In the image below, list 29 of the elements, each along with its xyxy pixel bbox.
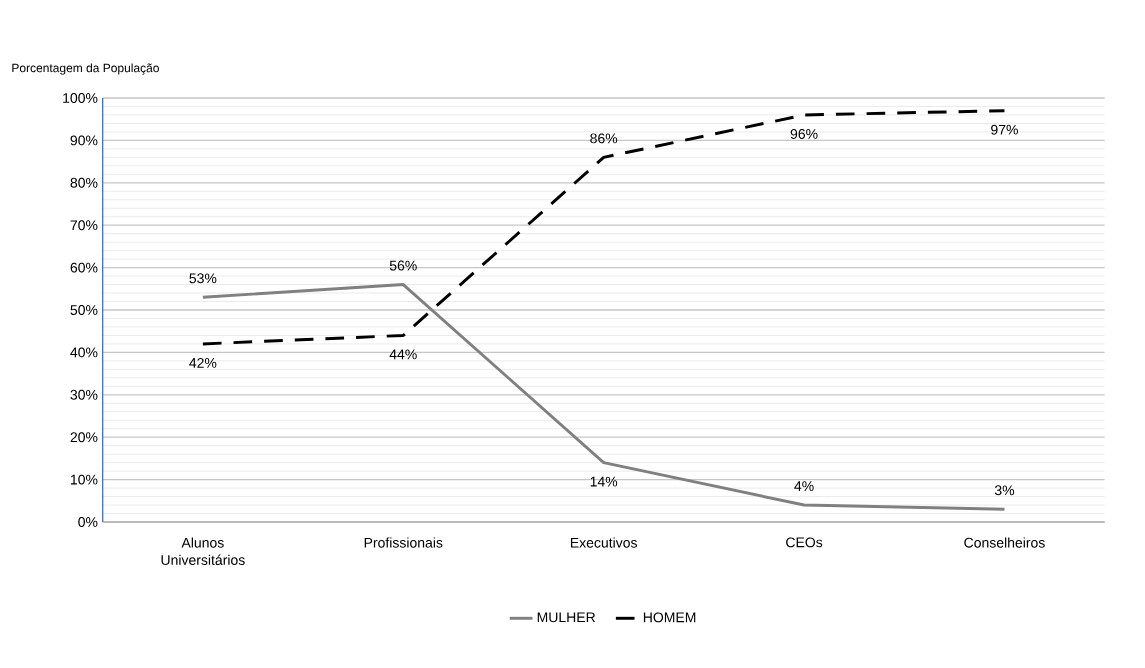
- y-tick-label: 10%: [71, 474, 98, 485]
- x-tick-label: Profissionais: [364, 537, 443, 548]
- x-tick-label: Alunos Universitários: [161, 537, 245, 565]
- y-tick-label: 80%: [70, 177, 98, 188]
- y-tick-label: 70%: [70, 220, 98, 231]
- x-tick-label: Conselheiros: [964, 537, 1045, 548]
- y-tick-label: 90%: [70, 135, 98, 146]
- data-label: 96%: [790, 129, 818, 139]
- data-label: 42%: [189, 357, 217, 368]
- data-label: 53%: [189, 273, 217, 284]
- y-tick-label: 50%: [70, 305, 98, 315]
- data-label: 56%: [389, 260, 417, 271]
- y-tick-label: 0%: [78, 517, 98, 527]
- x-tick-label: Executivos: [570, 537, 637, 548]
- data-label: 4%: [794, 481, 814, 491]
- y-tick-label: 20%: [70, 432, 98, 443]
- legend-label: HOMEM: [643, 612, 696, 623]
- data-label: 86%: [590, 133, 618, 144]
- y-tick-label: 40%: [70, 347, 98, 358]
- legend-label: MULHER: [537, 612, 596, 623]
- y-tick-label: 30%: [70, 389, 98, 400]
- data-label: 14%: [590, 476, 618, 487]
- y-axis-title: Porcentagem da População: [12, 63, 159, 75]
- y-tick-label: 60%: [70, 262, 98, 273]
- x-tick-label: CEOs: [786, 537, 823, 548]
- y-tick-label: 100%: [63, 93, 98, 103]
- data-label: 3%: [994, 485, 1015, 496]
- data-label: 97%: [991, 124, 1018, 135]
- data-label: 44%: [389, 349, 417, 360]
